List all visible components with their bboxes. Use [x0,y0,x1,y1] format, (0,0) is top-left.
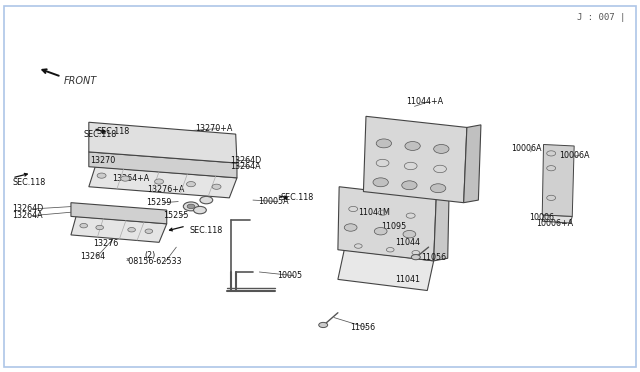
Polygon shape [338,187,436,261]
Text: SEC.118: SEC.118 [280,193,314,202]
Polygon shape [542,144,574,217]
Text: FRONT: FRONT [63,77,97,86]
Circle shape [97,173,106,178]
Circle shape [402,181,417,190]
Circle shape [376,139,392,148]
Circle shape [373,178,388,187]
Text: SEC.118: SEC.118 [12,178,45,187]
Circle shape [80,224,88,228]
Circle shape [193,206,206,214]
Text: 10005A: 10005A [258,197,289,206]
Circle shape [145,229,153,234]
Polygon shape [71,217,167,242]
Text: 13276+A: 13276+A [148,185,185,194]
Text: 13270: 13270 [90,155,115,164]
Text: 11044+A: 11044+A [406,97,444,106]
Text: 13264+A: 13264+A [113,174,150,183]
Text: 15259: 15259 [147,198,172,207]
Text: 11056: 11056 [421,253,446,262]
Text: 11056: 11056 [350,323,375,332]
Text: 13276: 13276 [93,239,118,248]
Text: 13264A: 13264A [230,162,261,171]
Circle shape [186,182,195,187]
Text: 10006A: 10006A [511,144,542,153]
Circle shape [96,225,104,230]
Text: SEC.118: SEC.118 [97,126,130,136]
Polygon shape [542,215,572,223]
Circle shape [344,224,357,231]
Polygon shape [464,125,481,203]
Circle shape [405,141,420,150]
Text: 15255: 15255 [164,211,189,220]
Circle shape [128,228,136,232]
Text: 10005: 10005 [277,271,302,280]
Circle shape [431,184,446,193]
Polygon shape [89,167,237,198]
Text: 13264A: 13264A [12,211,43,220]
Text: 10006A: 10006A [559,151,590,160]
Text: SEC.118: SEC.118 [189,226,222,235]
Text: 13264D: 13264D [12,205,44,214]
Polygon shape [89,152,237,178]
Text: 11095: 11095 [381,222,406,231]
Circle shape [200,196,212,204]
Circle shape [412,254,420,260]
Text: (2): (2) [145,251,156,260]
Circle shape [155,179,164,184]
Circle shape [319,323,328,328]
Text: J : 007 |: J : 007 | [577,13,625,22]
Text: 11041: 11041 [396,275,420,284]
Text: 10006: 10006 [529,213,554,222]
Circle shape [212,184,221,189]
Circle shape [403,231,416,238]
Polygon shape [434,195,449,261]
Text: 11041M: 11041M [358,208,390,217]
Text: 13264D: 13264D [230,156,262,165]
Text: SEC.118: SEC.118 [84,129,117,139]
Circle shape [121,176,130,181]
Circle shape [187,204,195,209]
Text: 10006+A: 10006+A [536,219,573,228]
Polygon shape [338,250,434,291]
Text: ³08156-62533: ³08156-62533 [125,257,182,266]
Text: 11044: 11044 [396,238,420,247]
Text: 13264: 13264 [81,252,106,261]
Circle shape [434,144,449,153]
Text: 13270+A: 13270+A [195,124,233,133]
Polygon shape [89,122,237,163]
Polygon shape [71,203,167,224]
Circle shape [374,228,387,235]
Polygon shape [364,116,467,203]
Circle shape [183,202,198,211]
